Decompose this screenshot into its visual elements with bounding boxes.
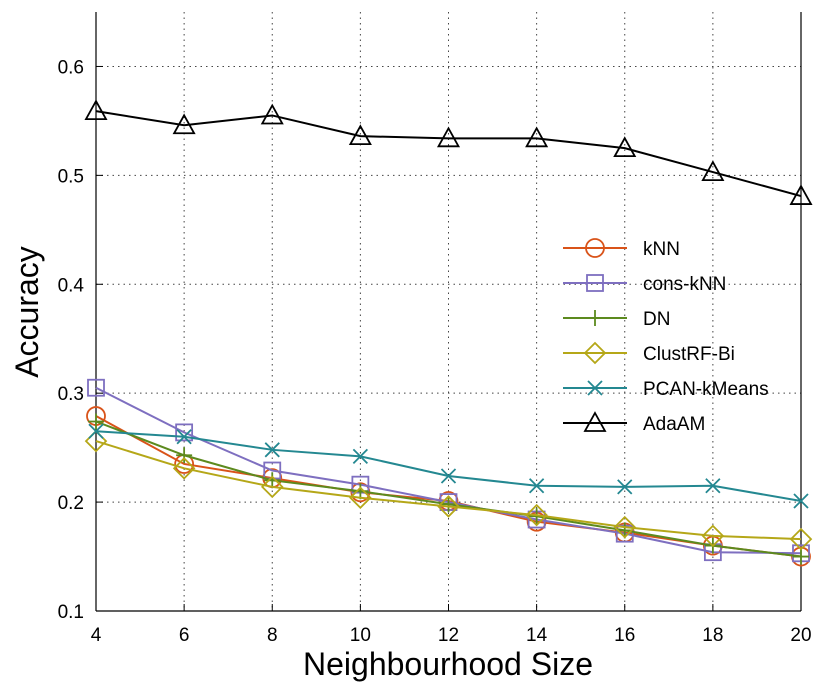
series-line-adaam [95,110,802,198]
legend-label-clustrf-bi: ClustRF-Bi [643,344,735,365]
legend-marker-knn [585,238,605,258]
legend-item-adaam: AdaAM [563,411,705,435]
x-tick-label: 20 [790,625,811,646]
series-clustrf-bi [84,429,813,551]
legend-item-knn: kNN [563,238,680,260]
data-point-pcan-kmeans [352,448,369,464]
legend-label-dn: DN [643,309,670,330]
data-point-clustrf-bi [172,457,196,480]
x-tick-label: 4 [91,625,102,646]
x-tick-label: 8 [267,625,278,646]
grid [96,12,801,611]
data-point-dn [88,413,104,430]
data-point-adaam [348,124,372,146]
x-tick-label: 12 [438,625,459,646]
data-point-adaam [260,103,284,125]
data-point-pcan-kmeans [176,429,192,445]
data-point-dn [352,483,369,500]
series-line-cons-knn [95,386,802,555]
data-point-knn [791,546,811,567]
data-point-clustrf-bi [525,503,548,527]
data-point-adaam [525,126,549,148]
data-point-adaam [172,113,196,135]
y-tick-label: 0.6 [58,57,84,78]
data-point-pcan-kmeans [528,478,545,494]
data-point-cons-knn [175,423,194,442]
legend-item-clustrf-bi: ClustRF-Bi [563,341,735,365]
data-point-cons-knn [87,378,105,397]
series-group [84,99,813,567]
data-point-dn [440,496,457,513]
data-point-dn [793,548,809,565]
legend-marker-pcan-kmeans [587,380,603,396]
y-tick-label: 0.1 [58,602,84,623]
data-point-clustrf-bi [260,475,284,499]
data-point-pcan-kmeans [705,478,721,494]
legend: kNN cons-kNN DN ClustRF-Bi PCAN-kMeans AdaAM [563,238,769,435]
data-point-pcan-kmeans [617,479,633,495]
data-point-clustrf-bi [701,524,725,548]
y-tick-label: 0.3 [58,384,84,405]
series-adaam [84,99,813,205]
legend-label-cons-knn: cons-kNN [643,274,726,295]
data-point-dn [264,472,281,489]
legend-marker-dn [587,310,603,326]
x-tick-label: 10 [350,625,371,646]
data-point-adaam [84,99,108,121]
y-tick-label: 0.4 [58,275,85,296]
data-point-pcan-kmeans [264,442,280,458]
legend-label-knn: kNN [643,239,680,260]
legend-label-pcan-kmeans: PCAN-kMeans [643,379,769,400]
data-point-pcan-kmeans [793,493,809,509]
legend-item-cons-knn: cons-kNN [563,274,726,295]
data-point-pcan-kmeans [88,423,104,439]
data-point-clustrf-bi [613,515,637,539]
legend-item-pcan-kmeans: PCAN-kMeans [563,379,769,400]
series-line-clustrf-bi [95,440,802,541]
x-tick-label: 6 [179,625,190,646]
data-point-adaam [613,136,637,158]
data-point-dn [616,522,633,539]
x-tick-label: 18 [702,625,723,646]
y-tick-label: 0.5 [58,166,84,187]
data-point-adaam [701,160,725,181]
data-point-clustrf-bi [349,486,372,510]
data-point-pcan-kmeans [440,468,457,484]
x-tick-label: 16 [614,625,635,646]
axes: 4 6 8 10 12 14 16 18 20 0.1 0.2 0.3 0.4 0.5 0.6 [58,12,812,646]
legend-marker-adaam [583,411,607,432]
data-point-adaam [436,126,461,148]
x-tick-label: 14 [526,625,548,646]
data-point-dn [176,447,193,464]
series-dn [88,413,809,565]
data-point-clustrf-bi [789,527,813,551]
y-axis-label: Accuracy [9,246,45,378]
legend-marker-cons-knn [586,274,604,292]
data-point-clustrf-bi [437,495,460,518]
series-pcan-kmeans [88,423,809,509]
legend-label-adaam: AdaAM [643,414,705,435]
x-axis-label: Neighbourhood Size [303,646,593,682]
y-tick-label: 0.2 [58,493,84,514]
data-point-adaam [789,184,813,205]
legend-marker-clustrf-bi [583,341,607,365]
legend-item-dn: DN [563,309,670,330]
